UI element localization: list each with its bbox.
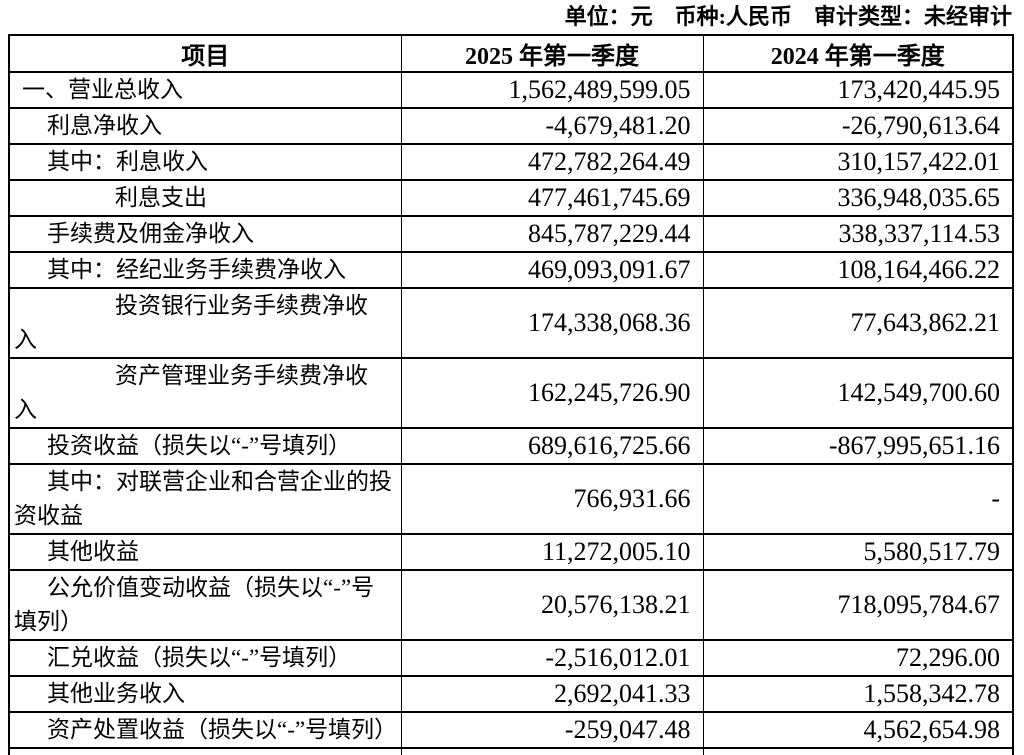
col-header-2025-q1: 2025 年第一季度 — [400, 34, 704, 73]
row-label: 投资银行业务手续费净收 入 — [8, 287, 402, 359]
value-2024: - — [702, 463, 1014, 535]
row-label: 其中：对联营企业和合营企业的投 资收益 — [8, 463, 402, 535]
row-label: 其他收益 — [8, 533, 402, 571]
value-2025: -259,047.48 — [400, 711, 704, 749]
row-label: 公允价值变动收益（损失以“-”号 填列） — [8, 569, 402, 641]
value-2025: 11,272,005.10 — [400, 533, 704, 571]
value-2024: -26,790,613.64 — [702, 107, 1014, 145]
table-row: 投资收益（损失以“-”号填列） 689,616,725.66 -867,995,… — [8, 427, 1014, 465]
value-2025: 174,338,068.36 — [400, 287, 704, 359]
value-2025: 162,245,726.90 — [400, 357, 704, 429]
row-label — [8, 747, 402, 755]
table-row: 资产管理业务手续费净收 入 162,245,726.90 142,549,700… — [8, 357, 1014, 429]
row-label: 资产管理业务手续费净收 入 — [8, 357, 402, 429]
table-row: 投资银行业务手续费净收 入 174,338,068.36 77,643,862.… — [8, 287, 1014, 359]
income-statement-table: 项目 2025 年第一季度 2024 年第一季度 一、营业总收入 1,562,4… — [8, 34, 1014, 755]
value-2025: 1,562,489,599.05 — [400, 71, 704, 109]
value-2024: -867,995,651.16 — [702, 427, 1014, 465]
value-2025: 766,931.66 — [400, 463, 704, 535]
value-2025: 472,782,264.49 — [400, 143, 704, 181]
table-row: 利息支出 477,461,745.69 336,948,035.65 — [8, 179, 1014, 217]
table-row-partial — [8, 747, 1014, 755]
value-2024: 77,643,862.21 — [702, 287, 1014, 359]
value-2025: 689,616,725.66 — [400, 427, 704, 465]
value-2025: -4,679,481.20 — [400, 107, 704, 145]
value-2024: 142,549,700.60 — [702, 357, 1014, 429]
value-2024 — [702, 747, 1014, 755]
row-label: 投资收益（损失以“-”号填列） — [8, 427, 402, 465]
value-2025: 2,692,041.33 — [400, 675, 704, 713]
table-row: 其他收益 11,272,005.10 5,580,517.79 — [8, 533, 1014, 571]
row-label: 一、营业总收入 — [8, 71, 402, 109]
table-row: 公允价值变动收益（损失以“-”号 填列） 20,576,138.21 718,0… — [8, 569, 1014, 641]
row-label: 利息净收入 — [8, 107, 402, 145]
value-2024: 336,948,035.65 — [702, 179, 1014, 217]
value-2025: 469,093,091.67 — [400, 251, 704, 289]
value-2025 — [400, 747, 704, 755]
unit-currency-audit-line: 单位：元 币种:人民币 审计类型：未经审计 — [564, 4, 1012, 29]
value-2024: 310,157,422.01 — [702, 143, 1014, 181]
value-2024: 338,337,114.53 — [702, 215, 1014, 253]
header-row: 项目 2025 年第一季度 2024 年第一季度 — [8, 34, 1014, 73]
value-2024: 72,296.00 — [702, 639, 1014, 677]
value-2024: 173,420,445.95 — [702, 71, 1014, 109]
value-2025: 845,787,229.44 — [400, 215, 704, 253]
table-row: 其中：利息收入 472,782,264.49 310,157,422.01 — [8, 143, 1014, 181]
value-2024: 718,095,784.67 — [702, 569, 1014, 641]
value-2024: 108,164,466.22 — [702, 251, 1014, 289]
table-row: 其中：经纪业务手续费净收入 469,093,091.67 108,164,466… — [8, 251, 1014, 289]
value-2024: 1,558,342.78 — [702, 675, 1014, 713]
row-label: 其他业务收入 — [8, 675, 402, 713]
value-2024: 4,562,654.98 — [702, 711, 1014, 749]
value-2025: 477,461,745.69 — [400, 179, 704, 217]
col-header-2024-q1: 2024 年第一季度 — [702, 34, 1014, 73]
table-row: 其他业务收入 2,692,041.33 1,558,342.78 — [8, 675, 1014, 713]
value-2025: 20,576,138.21 — [400, 569, 704, 641]
table-row: 一、营业总收入 1,562,489,599.05 173,420,445.95 — [8, 71, 1014, 109]
table-row: 利息净收入 -4,679,481.20 -26,790,613.64 — [8, 107, 1014, 145]
row-label: 汇兑收益（损失以“-”号填列） — [8, 639, 402, 677]
table-row: 其中：对联营企业和合营企业的投 资收益 766,931.66 - — [8, 463, 1014, 535]
row-label: 利息支出 — [8, 179, 402, 217]
table-row: 汇兑收益（损失以“-”号填列） -2,516,012.01 72,296.00 — [8, 639, 1014, 677]
table-row: 资产处置收益（损失以“-”号填列） -259,047.48 4,562,654.… — [8, 711, 1014, 749]
row-label: 手续费及佣金净收入 — [8, 215, 402, 253]
table-row: 手续费及佣金净收入 845,787,229.44 338,337,114.53 — [8, 215, 1014, 253]
value-2025: -2,516,012.01 — [400, 639, 704, 677]
row-label: 其中：利息收入 — [8, 143, 402, 181]
value-2024: 5,580,517.79 — [702, 533, 1014, 571]
row-label: 资产处置收益（损失以“-”号填列） — [8, 711, 402, 749]
col-header-item: 项目 — [8, 34, 402, 73]
row-label: 其中：经纪业务手续费净收入 — [8, 251, 402, 289]
